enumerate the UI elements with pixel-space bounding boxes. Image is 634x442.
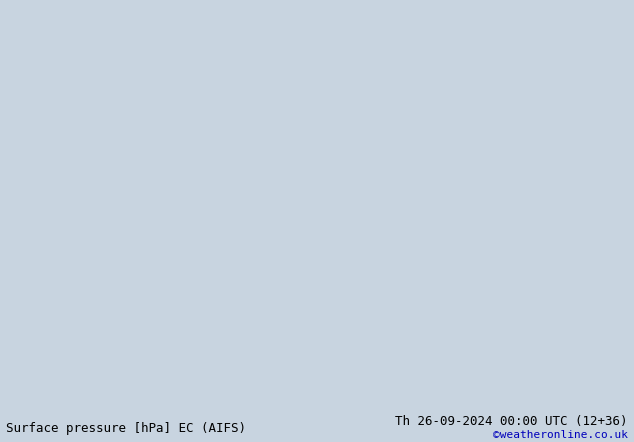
Text: ©weatheronline.co.uk: ©weatheronline.co.uk <box>493 430 628 440</box>
Text: Surface pressure [hPa] EC (AIFS): Surface pressure [hPa] EC (AIFS) <box>6 423 247 435</box>
Text: Th 26-09-2024 00:00 UTC (12+36): Th 26-09-2024 00:00 UTC (12+36) <box>395 415 628 428</box>
